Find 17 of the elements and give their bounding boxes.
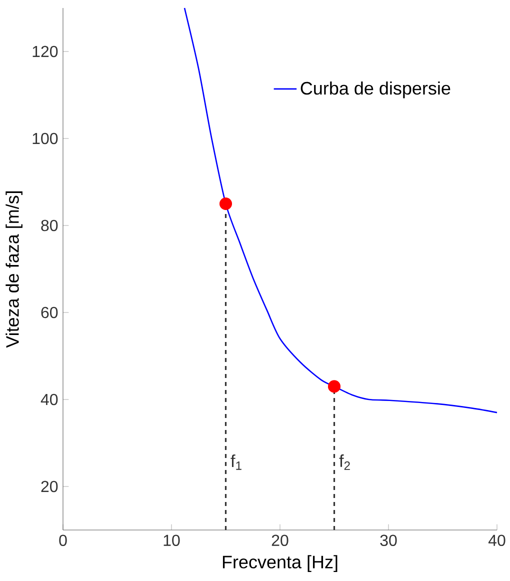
line-series (184, 7, 498, 414)
x-tick-label: 10 (164, 534, 180, 546)
x-tick-label: 0 (59, 534, 67, 546)
y-tick-label: 100 (32, 132, 58, 144)
y-axis-title: Viteza de faza [m/s] (6, 191, 22, 348)
x-tick-label: 40 (488, 534, 506, 546)
legend-label: Curba de dispersie (300, 81, 450, 98)
ref-line-label: f$_{1}$ (230, 454, 242, 470)
ref-line-label: f$_{2}$ (339, 454, 350, 470)
x-axis-title: Frecventa [Hz] (222, 555, 338, 572)
y-tick-label: 20 (41, 480, 58, 492)
x-tick-label: 20 (272, 534, 288, 546)
x-tick-label: 30 (380, 534, 397, 546)
y-tick-label: 80 (41, 220, 58, 232)
y-tick-label: 60 (41, 306, 58, 318)
y-tick-label: 120 (32, 46, 58, 58)
y-tick-label: 40 (40, 394, 58, 406)
